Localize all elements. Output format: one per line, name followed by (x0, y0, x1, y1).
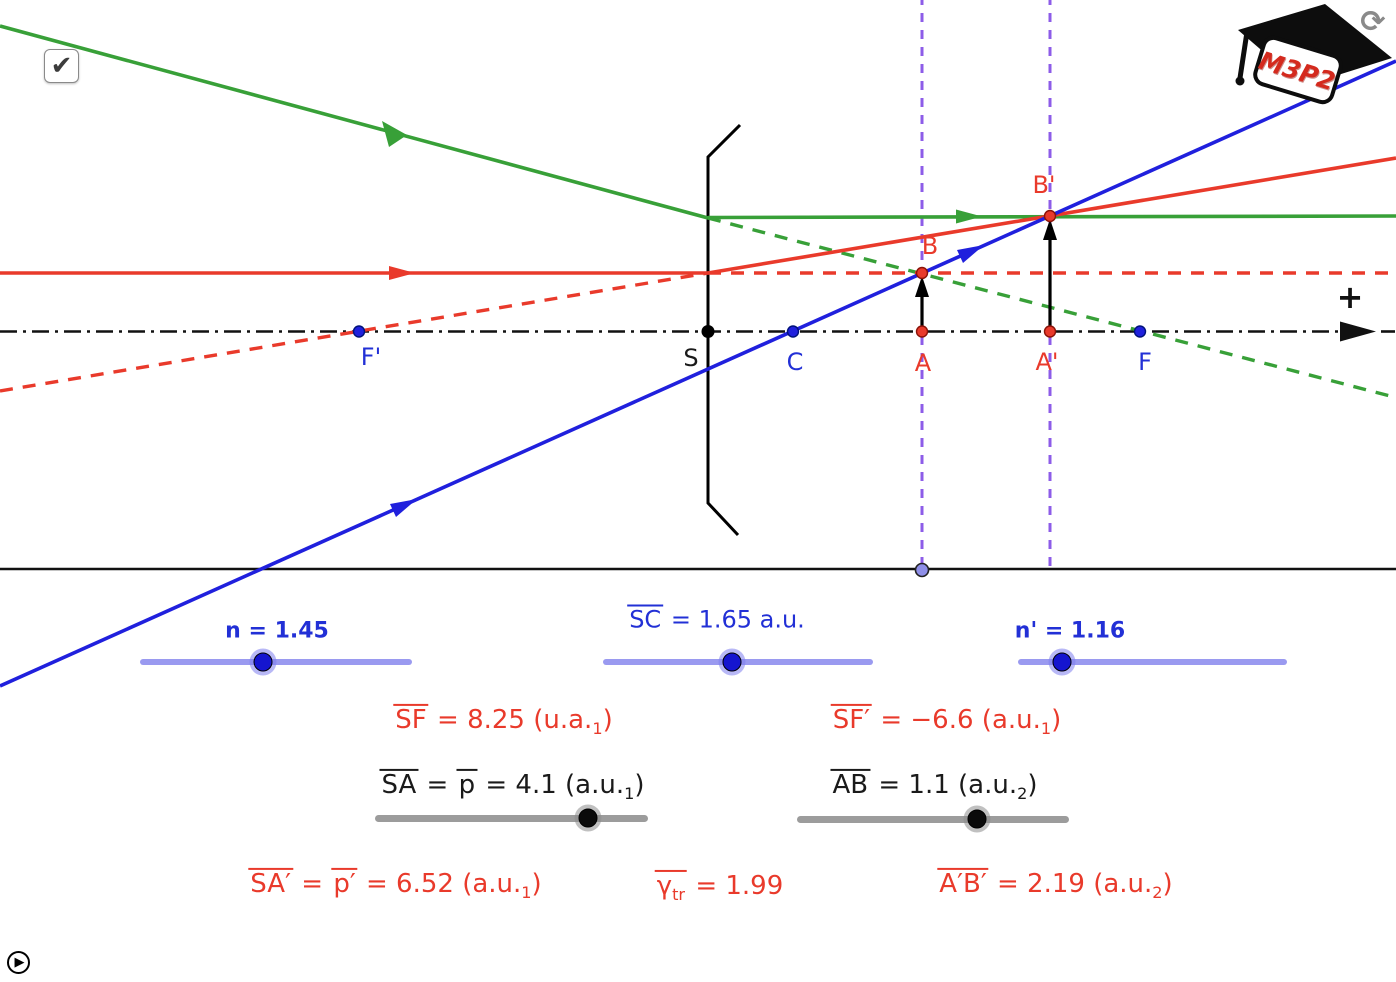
readout-gamma-tr: γtr = 1.99 (654, 869, 784, 905)
slider-sc-handle[interactable] (718, 648, 746, 676)
object-arrowhead-icon (915, 276, 929, 297)
slider-sc-label: SC = 1.65 a.u. (627, 604, 805, 634)
image-arrowhead-icon (1043, 219, 1057, 240)
green-incident-arrowhead-icon (382, 121, 407, 147)
graduation-cap-icon (1238, 4, 1392, 86)
point-f-prime (352, 325, 366, 338)
label-f: F (1138, 348, 1152, 376)
tassel-icon (1237, 31, 1250, 79)
label-a-prime: A' (1035, 348, 1059, 376)
point-f (1133, 325, 1147, 338)
tassel-end-icon (1235, 76, 1245, 86)
slider-n-knob (253, 652, 273, 672)
slider-n-label: n = 1.45 (225, 618, 329, 644)
slider-sa-handle[interactable] (574, 804, 602, 832)
blue-arrowhead-lower-icon (390, 499, 417, 517)
slider-n-prime-handle[interactable] (1048, 648, 1076, 676)
slider-ab-track[interactable] (797, 816, 1069, 823)
green-incident-ray (0, 24, 709, 220)
readout-sf: SF = 8.25 (u.a.1) (393, 703, 613, 739)
axis-arrowhead-icon (1340, 321, 1376, 342)
checkmark-icon: ✔ (50, 51, 73, 81)
label-b: B (921, 232, 939, 260)
red-incident-arrowhead-icon (389, 266, 415, 280)
slider-ab-label: AB = 1.1 (a.u.2) (830, 768, 1038, 804)
point-a[interactable] (915, 325, 929, 338)
play-button[interactable]: ▶ (7, 951, 30, 974)
label-f-prime: F' (360, 343, 382, 371)
readout-a-prime-b-prime: A′B′ = 2.19 (a.u.2) (937, 867, 1173, 903)
slider-ab-knob (967, 809, 987, 829)
slider-n-prime-label: n' = 1.16 (1014, 618, 1126, 644)
readout-sa-prime: SA′ = p′ = 6.52 (a.u.1) (248, 867, 542, 903)
show-checkbox[interactable]: ✔ (44, 49, 79, 83)
point-s (701, 325, 715, 338)
reset-icon[interactable]: ⟳ (1360, 4, 1386, 40)
object-position-drag-point[interactable] (914, 562, 930, 578)
slider-sa-knob (578, 808, 598, 828)
slider-n-handle[interactable] (249, 648, 277, 676)
slider-ab-handle[interactable] (963, 805, 991, 833)
label-c: C (786, 348, 804, 376)
m3p2-logo (1235, 4, 1392, 105)
cap-band (1253, 35, 1343, 105)
point-b[interactable] (915, 266, 929, 280)
slider-n-prime-knob (1052, 652, 1072, 672)
red-dashed-extension-left (0, 271, 709, 393)
slider-sa-track[interactable] (375, 815, 648, 822)
play-icon: ▶ (14, 955, 25, 970)
point-a-prime (1043, 325, 1057, 338)
label-s: S (683, 344, 699, 372)
slider-n-prime-track[interactable] (1018, 659, 1287, 665)
blue-arrowhead-upper-icon (957, 245, 984, 263)
slider-sc-knob (722, 652, 742, 672)
point-c (786, 325, 800, 338)
slider-sa-label: SA = p = 4.1 (a.u.1) (379, 768, 645, 804)
green-refracted-arrowhead-icon (956, 209, 982, 224)
point-b-prime (1043, 209, 1057, 223)
label-b-prime: B' (1032, 171, 1056, 199)
blue-ray (0, 59, 1396, 688)
label-a: A (914, 349, 932, 377)
readout-sf-prime: SF′ = −6.6 (a.u.1) (830, 703, 1062, 739)
positive-direction-sign: + (1336, 278, 1364, 316)
